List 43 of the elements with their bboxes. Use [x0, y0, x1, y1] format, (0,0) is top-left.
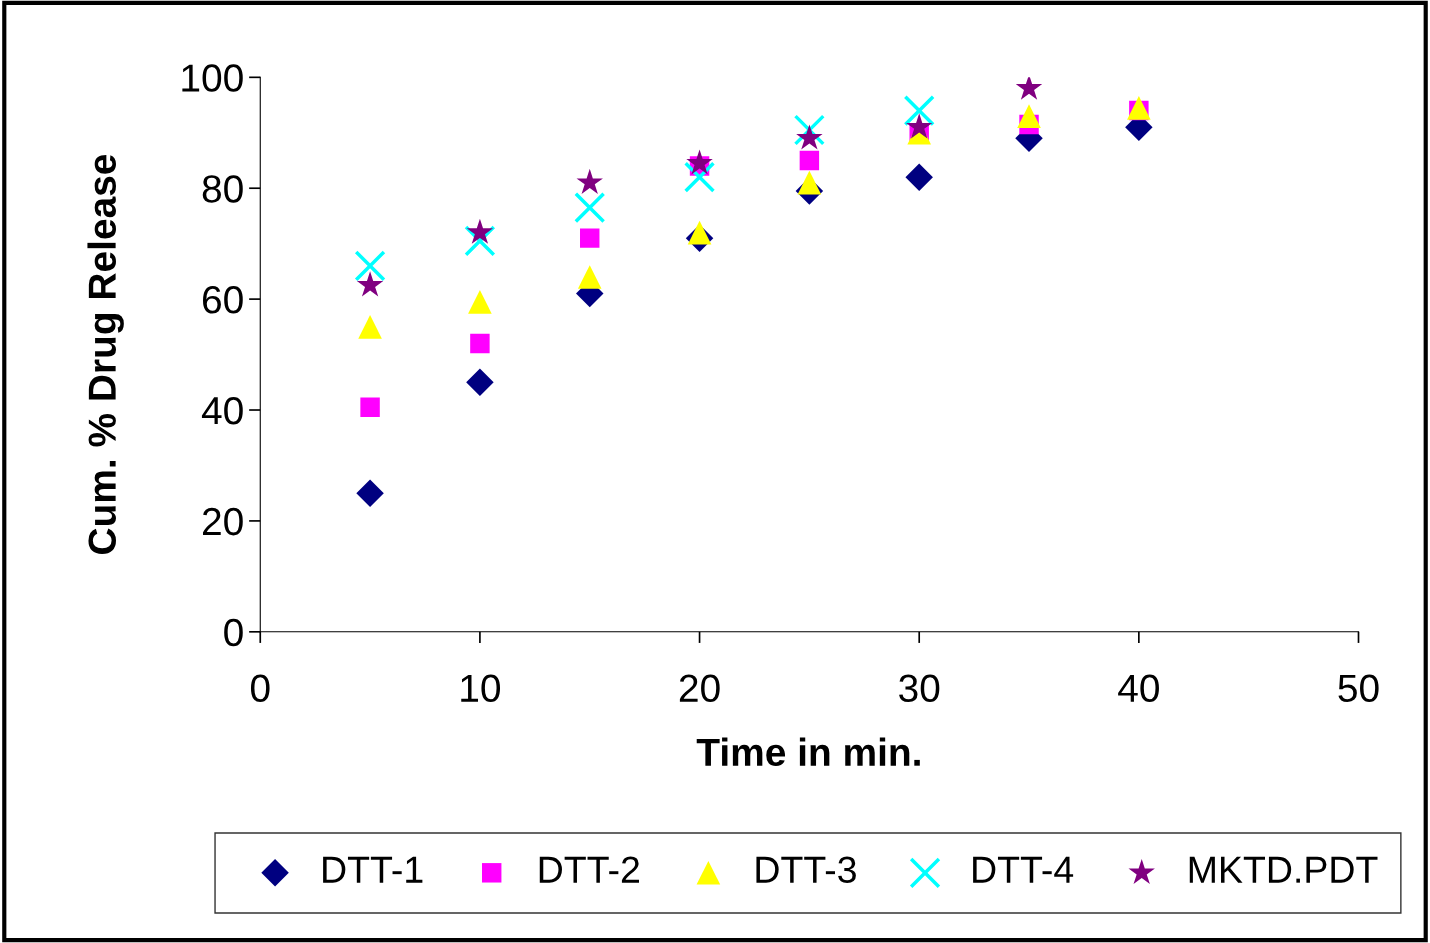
- y-tick-label: 0: [224, 618, 243, 647]
- y-tick-label: 100: [182, 64, 243, 92]
- legend-label: DTT-1: [323, 856, 423, 883]
- point: [799, 150, 820, 171]
- point: [468, 290, 492, 314]
- point: [580, 228, 600, 248]
- x-tick-label: 40: [1118, 674, 1159, 703]
- point: [356, 271, 384, 297]
- point: [796, 124, 823, 150]
- point: [577, 265, 602, 289]
- x-axis-title: Time in min.: [696, 737, 920, 767]
- point: [1017, 104, 1041, 128]
- point: [797, 170, 822, 195]
- point: [687, 220, 712, 245]
- point: [576, 168, 603, 194]
- x-tick-label: 10: [461, 674, 501, 703]
- point: [903, 94, 935, 127]
- point: [686, 149, 713, 175]
- point: [906, 113, 933, 139]
- point: [466, 218, 494, 244]
- point: [360, 397, 380, 417]
- legend-label: DTT-2: [539, 856, 639, 883]
- point: [1015, 77, 1043, 100]
- point: [358, 315, 382, 339]
- point: [905, 163, 933, 191]
- legend-label: DTT-4: [973, 856, 1074, 883]
- y-tick-label: 80: [202, 175, 243, 203]
- legend-label: MKTD.PDT: [1189, 856, 1378, 883]
- point: [574, 192, 606, 224]
- x-tick-label: 30: [899, 674, 940, 703]
- point: [470, 333, 490, 354]
- point: [354, 250, 386, 282]
- legend-label: DTT-3: [756, 856, 856, 884]
- x-tick-label: 0: [250, 674, 270, 703]
- point: [466, 368, 494, 397]
- y-axis-title: Cum. % Drug Release: [87, 154, 124, 554]
- y-tick-label: 60: [203, 286, 243, 314]
- point: [683, 161, 716, 193]
- y-tick-label: 40: [201, 396, 243, 425]
- point: [356, 479, 384, 507]
- y-tick-label: 20: [202, 507, 243, 536]
- x-tick-label: 50: [1338, 674, 1379, 703]
- x-tick-label: 20: [679, 674, 720, 703]
